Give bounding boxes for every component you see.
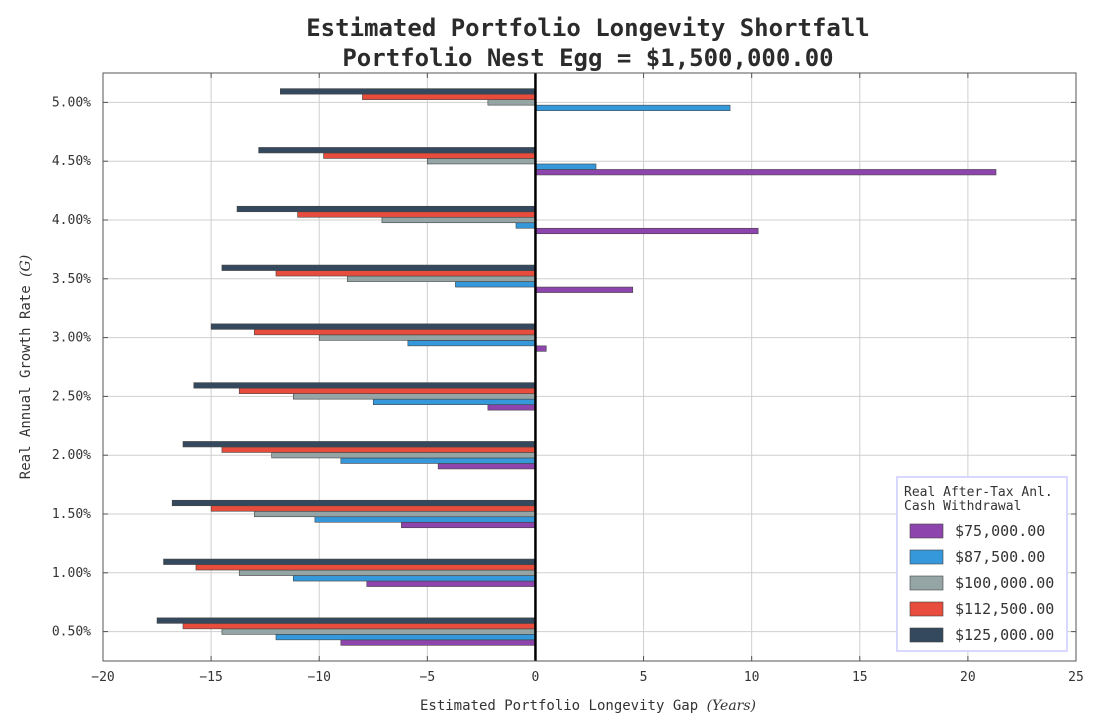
- legend-swatch: [909, 575, 944, 591]
- bar: [340, 639, 536, 646]
- bar: [163, 558, 536, 565]
- x-tick-label: 20: [960, 670, 976, 685]
- bar: [535, 286, 634, 293]
- bar: [427, 158, 536, 165]
- legend-swatch: [909, 627, 944, 643]
- x-tick-label: −15: [199, 670, 222, 685]
- y-tick-label: 1.00%: [52, 566, 91, 581]
- x-axis-label-unit: (Years): [707, 698, 756, 714]
- bar: [340, 457, 536, 464]
- bar: [381, 216, 536, 224]
- x-tick-label: 15: [852, 670, 868, 685]
- bar: [318, 334, 536, 341]
- legend-swatch: [909, 549, 944, 565]
- bar: [455, 281, 536, 288]
- bar: [314, 516, 536, 523]
- x-tick-label: 0: [532, 670, 540, 685]
- bar: [535, 345, 547, 352]
- x-tick-label: −5: [420, 670, 436, 685]
- bar: [275, 634, 536, 641]
- legend-label: $87,500.00: [955, 548, 1045, 566]
- legend-label: $75,000.00: [955, 522, 1045, 540]
- y-tick-label: 5.00%: [52, 95, 91, 110]
- legend-swatch: [909, 523, 944, 539]
- bar: [210, 505, 536, 512]
- chart-title: Estimated Portfolio Longevity Shortfall: [306, 14, 870, 42]
- y-tick-label: 2.00%: [52, 448, 91, 463]
- y-tick-label: 1.50%: [52, 507, 91, 522]
- y-axis-label: Real Annual Growth Rate (G): [18, 255, 34, 479]
- bar: [221, 446, 536, 453]
- bar: [258, 147, 536, 154]
- bar: [254, 329, 536, 336]
- x-tick-label: −20: [91, 670, 114, 685]
- bar: [221, 628, 536, 635]
- bar: [401, 521, 536, 529]
- bar: [271, 452, 536, 459]
- bar: [362, 93, 536, 100]
- y-tick-label: 0.50%: [52, 625, 91, 640]
- y-tick-label: 3.50%: [52, 272, 91, 287]
- y-tick-label: 4.00%: [52, 213, 91, 228]
- legend: Real After-Tax Anl. Cash Withdrawal $75,…: [896, 476, 1068, 652]
- legend-title-line1: Real After-Tax Anl.: [904, 485, 1053, 500]
- bar: [193, 382, 536, 389]
- y-tick-label: 3.00%: [52, 331, 91, 346]
- bar: [280, 88, 536, 95]
- bar: [535, 227, 759, 235]
- bar: [221, 264, 536, 271]
- x-tick-label: 25: [1068, 670, 1084, 685]
- legend-label: $125,000.00: [955, 626, 1054, 644]
- y-tick-label: 4.50%: [52, 154, 91, 169]
- x-axis-label-text: Estimated Portfolio Longevity Gap: [420, 698, 698, 714]
- chart-subtitle: Portfolio Nest Egg = $1,500,000.00: [342, 44, 833, 72]
- x-axis-label: Estimated Portfolio Longevity Gap (Years…: [420, 698, 756, 714]
- bar: [182, 623, 536, 630]
- bar: [515, 222, 536, 229]
- y-axis-label-unit: (G): [18, 255, 34, 277]
- x-tick-label: 5: [640, 670, 648, 685]
- bar: [236, 205, 536, 213]
- bar: [323, 152, 536, 159]
- y-tick-label: 2.50%: [52, 389, 91, 404]
- legend-swatch: [909, 601, 944, 617]
- x-tick-label: −10: [307, 670, 330, 685]
- bar: [407, 340, 536, 347]
- bar: [292, 393, 536, 400]
- bar: [171, 499, 536, 507]
- bar: [366, 580, 536, 587]
- plot-frame: [102, 72, 1077, 662]
- bar: [347, 275, 536, 282]
- y-axis-label-text: Real Annual Growth Rate: [18, 285, 34, 479]
- bar: [195, 564, 536, 571]
- bar: [254, 510, 536, 518]
- axes-group: −20 −15 −10 −5 0 5 10 15 20 25 0.50% 1.00% 1.50% 2.00…: [52, 72, 1084, 685]
- bar: [535, 104, 731, 111]
- legend-label: $100,000.00: [955, 574, 1054, 592]
- bar: [297, 211, 536, 218]
- bars-group: [156, 88, 997, 646]
- bar: [210, 323, 536, 330]
- bar: [535, 163, 597, 170]
- bar: [487, 404, 536, 411]
- bar: [275, 270, 536, 277]
- bar: [372, 398, 536, 405]
- bar: [182, 441, 536, 448]
- bar: [238, 569, 536, 576]
- bar: [437, 463, 536, 470]
- x-tick-label: 10: [744, 670, 760, 685]
- bar: [238, 387, 536, 394]
- bar: [292, 575, 536, 582]
- bar: [156, 617, 536, 624]
- legend-label: $112,500.00: [955, 600, 1054, 618]
- bar: [487, 99, 536, 106]
- bar: [535, 169, 997, 176]
- legend-title-line2: Cash Withdrawal: [904, 499, 1021, 514]
